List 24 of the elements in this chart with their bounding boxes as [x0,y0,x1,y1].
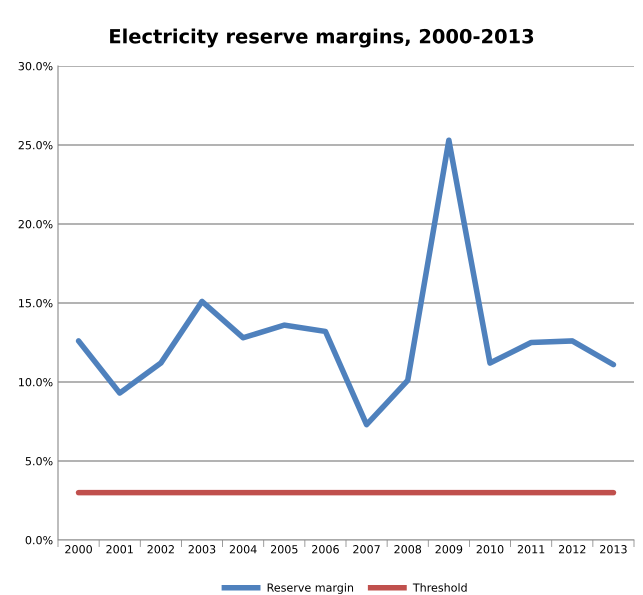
x-tick-label: 2006 [312,545,339,554]
y-tick-label: 10.0% [19,378,53,386]
legend-label: Reserve margin [268,583,354,594]
y-tick-label: 0.0% [26,536,53,544]
y-tick-label: 20.0% [18,220,53,228]
x-tick-label: 2011 [518,545,544,554]
x-tick-label: 2010 [476,545,504,554]
x-tick-label: 2007 [353,545,380,554]
x-tick-label: 2009 [436,545,462,554]
x-tick-label: 2004 [230,545,257,554]
x-tick-label: 2003 [188,545,216,554]
x-tick-label: 2001 [106,545,133,554]
y-tick-label: 25.0% [18,140,53,150]
y-tick-label: 30.0% [18,62,53,70]
y-tick-label: 15.0% [19,298,53,308]
x-tick-label: 2012 [558,545,586,554]
x-tick-label: 2000 [65,545,92,554]
chart-title: Electricity reserve margins, 2000-2013 [110,28,534,48]
x-tick-label: 2002 [148,545,174,554]
x-tick-label: 2008 [394,545,422,554]
y-tick-label: 5.0% [26,456,53,466]
x-tick-label: 2005 [270,545,298,554]
x-tick-label: 2013 [600,545,627,554]
legend-label: Threshold [412,583,467,592]
